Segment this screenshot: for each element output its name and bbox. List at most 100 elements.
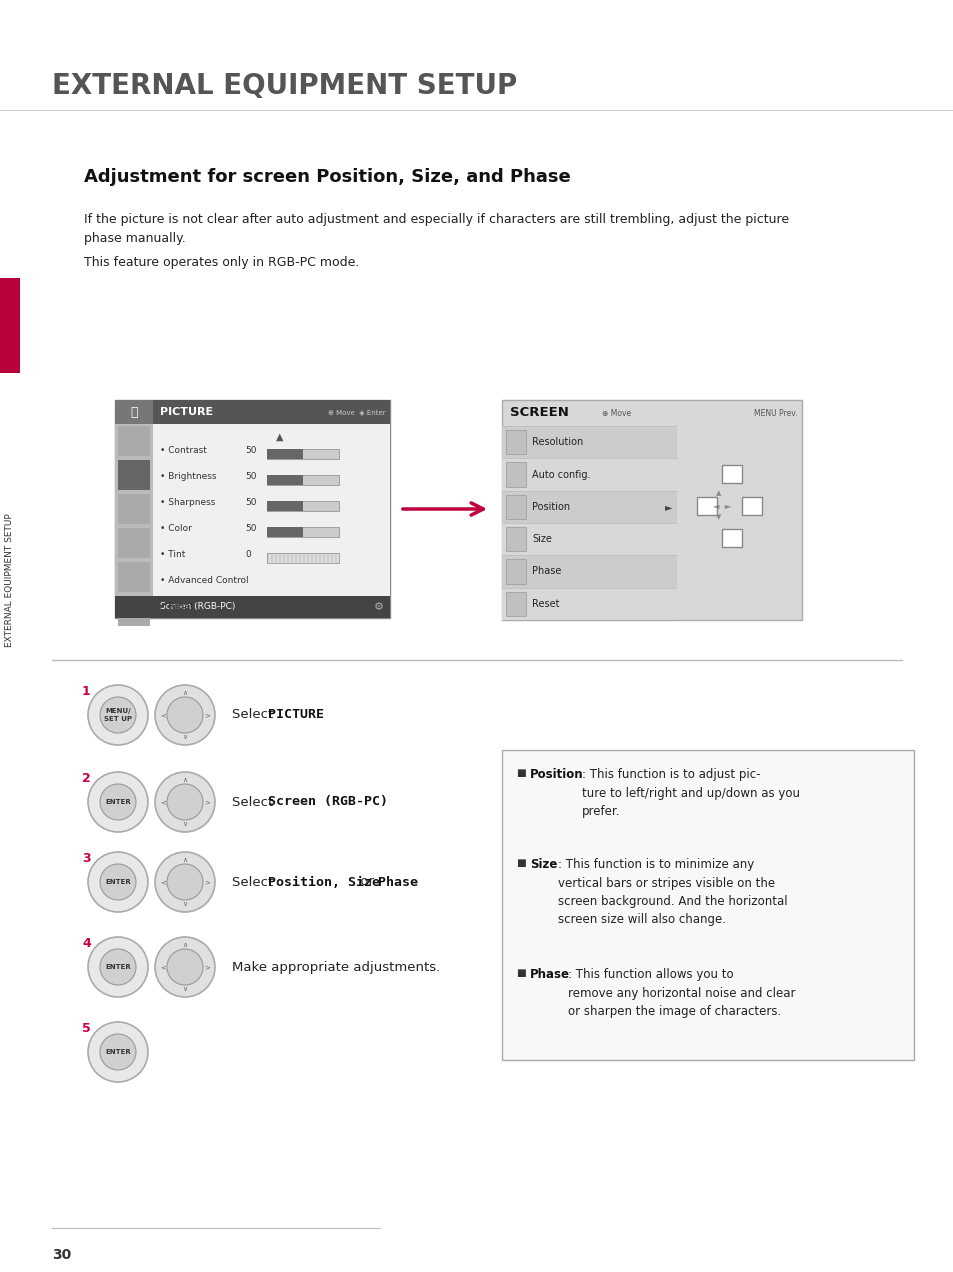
Circle shape	[88, 852, 148, 912]
Circle shape	[167, 864, 203, 901]
Circle shape	[154, 686, 214, 745]
Text: 50: 50	[245, 524, 256, 533]
Text: • Advanced Control: • Advanced Control	[160, 576, 249, 585]
Text: Size: Size	[532, 534, 551, 544]
Bar	[505, 495, 525, 519]
Bar	[741, 497, 761, 515]
Text: SCREEN: SCREEN	[510, 407, 568, 420]
Bar	[505, 527, 525, 551]
Bar	[501, 556, 677, 588]
Text: Auto config.: Auto config.	[532, 469, 590, 480]
Text: EXTERNAL EQUIPMENT SETUP: EXTERNAL EQUIPMENT SETUP	[6, 513, 14, 647]
Text: Select: Select	[232, 875, 277, 889]
Text: <: <	[160, 964, 166, 971]
Bar	[115, 399, 390, 618]
Text: ∧: ∧	[182, 857, 188, 862]
Text: ⊕ Move  ◈ Enter: ⊕ Move ◈ Enter	[328, 410, 386, 415]
Text: ⚙: ⚙	[374, 602, 384, 612]
Bar	[118, 597, 150, 626]
Text: : This function is to adjust pic-
ture to left/right and up/down as you
prefer.: : This function is to adjust pic- ture t…	[581, 768, 800, 818]
Bar	[267, 501, 303, 511]
Bar	[267, 474, 303, 485]
Circle shape	[154, 772, 214, 832]
Text: ■: ■	[516, 968, 525, 978]
Bar	[501, 588, 677, 619]
Text: ENTER: ENTER	[105, 964, 131, 971]
Bar	[267, 527, 303, 537]
Text: • Contrast: • Contrast	[160, 446, 207, 455]
Bar	[115, 424, 152, 597]
Bar	[267, 527, 338, 537]
Text: ▲: ▲	[716, 490, 720, 496]
Text: : This function is to minimize any
vertical bars or stripes visible on the
scree: : This function is to minimize any verti…	[558, 859, 787, 926]
Text: 5: 5	[82, 1021, 91, 1035]
Text: ∨: ∨	[182, 986, 188, 992]
Text: : This function allows you to
remove any horizontal noise and clear
or sharpen t: : This function allows you to remove any…	[567, 968, 795, 1018]
Circle shape	[100, 697, 136, 733]
Bar	[505, 560, 525, 584]
Text: , or: , or	[352, 875, 378, 889]
Bar	[721, 529, 741, 547]
Circle shape	[154, 852, 214, 912]
Bar	[118, 460, 150, 490]
Text: PICTURE: PICTURE	[268, 709, 324, 721]
Text: ENTER: ENTER	[105, 879, 131, 885]
Text: • Tint: • Tint	[160, 550, 185, 558]
Circle shape	[167, 784, 203, 820]
Bar	[115, 399, 390, 424]
Bar	[118, 494, 150, 524]
Text: Phase: Phase	[532, 566, 560, 576]
Text: ∨: ∨	[182, 820, 188, 827]
Text: Adjustment for screen Position, Size, and Phase: Adjustment for screen Position, Size, an…	[84, 168, 570, 186]
Bar	[267, 553, 338, 563]
Bar	[505, 430, 525, 454]
Bar	[267, 474, 338, 485]
Text: PICTURE: PICTURE	[160, 407, 213, 417]
Text: This feature operates only in RGB-PC mode.: This feature operates only in RGB-PC mod…	[84, 256, 359, 268]
Text: 50: 50	[245, 472, 256, 481]
Text: 🖥: 🖥	[131, 406, 137, 418]
Bar	[267, 501, 338, 511]
Text: ∧: ∧	[182, 689, 188, 696]
Bar	[501, 750, 913, 1060]
Text: ∧: ∧	[182, 943, 188, 948]
Text: >: >	[204, 879, 210, 885]
Bar	[505, 462, 525, 487]
Text: ENTER: ENTER	[105, 1049, 131, 1054]
Text: MENU Prev.: MENU Prev.	[754, 408, 797, 417]
Text: <: <	[160, 879, 166, 885]
Bar	[697, 497, 717, 515]
Bar	[267, 449, 338, 459]
Text: 1: 1	[82, 686, 91, 698]
Circle shape	[100, 1034, 136, 1070]
Text: <: <	[160, 712, 166, 717]
Text: Screen (RGB-PC): Screen (RGB-PC)	[268, 795, 388, 809]
Bar	[115, 597, 390, 618]
Text: ∧: ∧	[182, 777, 188, 784]
Text: ◄  ►: ◄ ►	[712, 502, 730, 511]
Circle shape	[88, 1021, 148, 1082]
Text: ⊕ Move: ⊕ Move	[601, 408, 631, 417]
Text: Select: Select	[232, 795, 277, 809]
Text: • Sharpness: • Sharpness	[160, 499, 215, 508]
Circle shape	[88, 686, 148, 745]
Text: • Brightness: • Brightness	[160, 472, 216, 481]
Bar	[267, 449, 303, 459]
Text: Screen (RGB-PC): Screen (RGB-PC)	[160, 603, 235, 612]
Text: ■: ■	[516, 768, 525, 778]
Circle shape	[100, 784, 136, 820]
Text: ∨: ∨	[182, 901, 188, 907]
Bar	[501, 491, 677, 523]
Circle shape	[88, 772, 148, 832]
Bar	[0, 279, 20, 373]
Text: >: >	[204, 964, 210, 971]
Text: Phase: Phase	[378, 875, 418, 889]
Bar	[118, 426, 150, 455]
Text: 2: 2	[82, 772, 91, 785]
Text: Size: Size	[530, 859, 557, 871]
Text: >: >	[204, 799, 210, 805]
Text: MENU/
SET UP: MENU/ SET UP	[104, 709, 132, 721]
Text: <: <	[160, 799, 166, 805]
Circle shape	[167, 949, 203, 985]
Text: 30: 30	[52, 1248, 71, 1262]
